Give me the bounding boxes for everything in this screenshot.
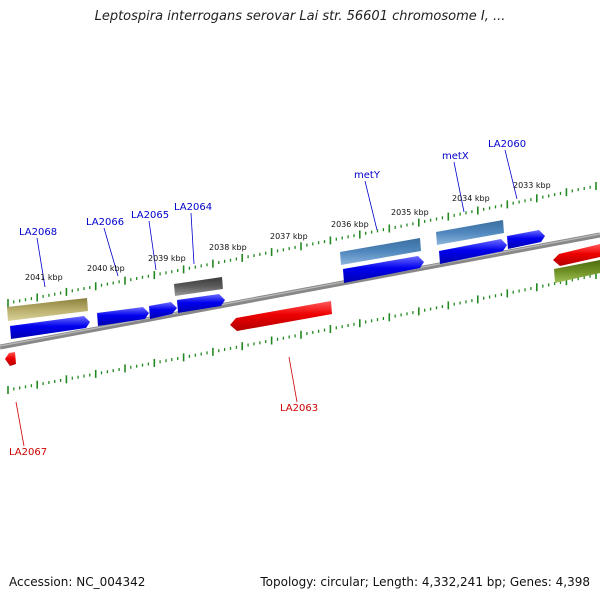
gene-label-la2066[interactable]: LA2066 [86, 217, 124, 228]
gene-label-la2060[interactable]: LA2060 [488, 139, 526, 150]
gene-arrow-red-edge[interactable] [553, 244, 600, 266]
gene-label-la2065[interactable]: LA2065 [131, 210, 169, 221]
gene-arrow-la2066[interactable] [97, 307, 149, 326]
gene-arrow-la2068[interactable] [10, 316, 90, 339]
kbp-ticks-upper [7, 182, 597, 307]
leader-la2067 [15, 401, 25, 447]
gene-arrow-la2067[interactable] [5, 352, 16, 366]
kbp-label: 2036 kbp [331, 220, 369, 229]
leader-la2063 [288, 356, 298, 403]
kbp-label: 2040 kbp [87, 264, 125, 273]
kbp-label: 2039 kbp [148, 254, 186, 263]
leader-la2066 [103, 227, 119, 277]
leader-la2060 [504, 149, 518, 200]
leader-la2064 [190, 212, 195, 265]
cog-feature-steel-2 [436, 220, 504, 245]
kbp-label: 2035 kbp [391, 208, 429, 217]
leader-mety [364, 180, 378, 231]
kbp-label: 2037 kbp [270, 232, 308, 241]
chromosome-backbone [0, 232, 600, 350]
cog-feature-olive [7, 298, 88, 321]
gene-arrow-mety[interactable] [343, 256, 424, 283]
kbp-ticks-lower [7, 271, 597, 394]
gene-arrow-la2065[interactable] [149, 302, 177, 319]
accession-text: Accession: NC_004342 [9, 575, 146, 589]
gene-label-metx[interactable]: metX [442, 151, 469, 162]
cog-feature-green [554, 260, 600, 283]
gene-arrow-la2064[interactable] [177, 294, 225, 313]
leader-la2065 [148, 220, 157, 271]
topology-text: Topology: circular; Length: 4,332,241 bp… [260, 575, 590, 589]
kbp-label: 2038 kbp [209, 243, 247, 252]
gene-arrow-la2063[interactable] [230, 301, 332, 331]
cog-feature-gray [174, 277, 223, 296]
gene-label-la2064[interactable]: LA2064 [174, 202, 212, 213]
gene-label-la2068[interactable]: LA2068 [19, 227, 57, 238]
map-title: Leptospira interrogans serovar Lai str. … [94, 9, 506, 24]
gene-arrow-la2060[interactable] [507, 230, 545, 249]
kbp-label: 2041 kbp [25, 273, 63, 282]
gene-label-mety[interactable]: metY [354, 170, 381, 181]
kbp-label: 2034 kbp [452, 194, 490, 203]
gene-arrow-metx[interactable] [439, 239, 507, 264]
gene-label-la2063[interactable]: LA2063 [280, 403, 318, 414]
gene-label-la2067[interactable]: LA2067 [9, 447, 47, 458]
cog-feature-steel-1 [340, 238, 421, 265]
leader-metx [453, 161, 465, 213]
leader-la2068 [36, 237, 46, 288]
kbp-label: 2033 kbp [513, 181, 551, 190]
